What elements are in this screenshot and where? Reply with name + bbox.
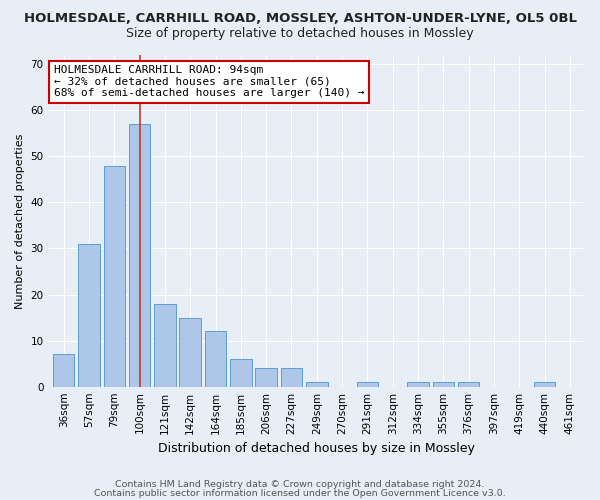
Y-axis label: Number of detached properties: Number of detached properties	[15, 133, 25, 308]
Bar	[78, 244, 100, 386]
Bar	[154, 304, 176, 386]
Bar	[179, 318, 201, 386]
Text: Size of property relative to detached houses in Mossley: Size of property relative to detached ho…	[126, 28, 474, 40]
Text: Contains HM Land Registry data © Crown copyright and database right 2024.: Contains HM Land Registry data © Crown c…	[115, 480, 485, 489]
Bar	[306, 382, 328, 386]
Bar	[104, 166, 125, 386]
Bar	[205, 332, 226, 386]
Bar	[433, 382, 454, 386]
Bar	[407, 382, 429, 386]
Bar	[458, 382, 479, 386]
Text: Contains public sector information licensed under the Open Government Licence v3: Contains public sector information licen…	[94, 488, 506, 498]
Bar	[53, 354, 74, 386]
Text: HOLMESDALE, CARRHILL ROAD, MOSSLEY, ASHTON-UNDER-LYNE, OL5 0BL: HOLMESDALE, CARRHILL ROAD, MOSSLEY, ASHT…	[23, 12, 577, 26]
Bar	[256, 368, 277, 386]
Bar	[534, 382, 555, 386]
Text: HOLMESDALE CARRHILL ROAD: 94sqm
← 32% of detached houses are smaller (65)
68% of: HOLMESDALE CARRHILL ROAD: 94sqm ← 32% of…	[54, 65, 364, 98]
Bar	[230, 359, 251, 386]
Bar	[129, 124, 151, 386]
X-axis label: Distribution of detached houses by size in Mossley: Distribution of detached houses by size …	[158, 442, 475, 455]
Bar	[356, 382, 378, 386]
Bar	[281, 368, 302, 386]
